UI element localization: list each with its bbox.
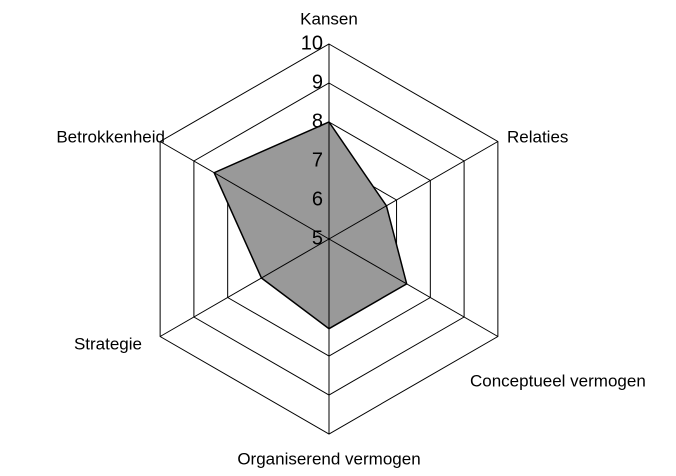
category-label: Organiserend vermogen bbox=[237, 449, 420, 468]
axis-spoke bbox=[159, 238, 330, 337]
tick-label: 8 bbox=[312, 110, 323, 132]
axis-spoke bbox=[328, 238, 499, 337]
tick-label: 6 bbox=[312, 188, 323, 210]
data-area bbox=[213, 121, 408, 330]
category-label: Strategie bbox=[74, 334, 142, 353]
tick-label: 10 bbox=[301, 32, 323, 54]
category-label: Relaties bbox=[507, 127, 568, 146]
tick-label: 5 bbox=[312, 227, 323, 249]
axis-spoke bbox=[328, 141, 499, 240]
category-label: Conceptueel vermogen bbox=[470, 371, 646, 390]
category-label: Betrokkenheid bbox=[56, 127, 165, 146]
axis-spoke bbox=[159, 141, 330, 240]
tick-label: 9 bbox=[312, 71, 323, 93]
category-label: Kansen bbox=[300, 9, 358, 28]
tick-label: 7 bbox=[312, 149, 323, 171]
